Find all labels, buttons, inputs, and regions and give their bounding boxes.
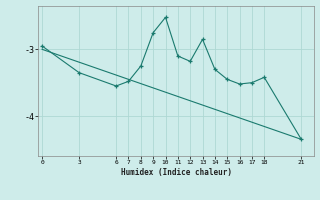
X-axis label: Humidex (Indice chaleur): Humidex (Indice chaleur) [121,168,231,177]
